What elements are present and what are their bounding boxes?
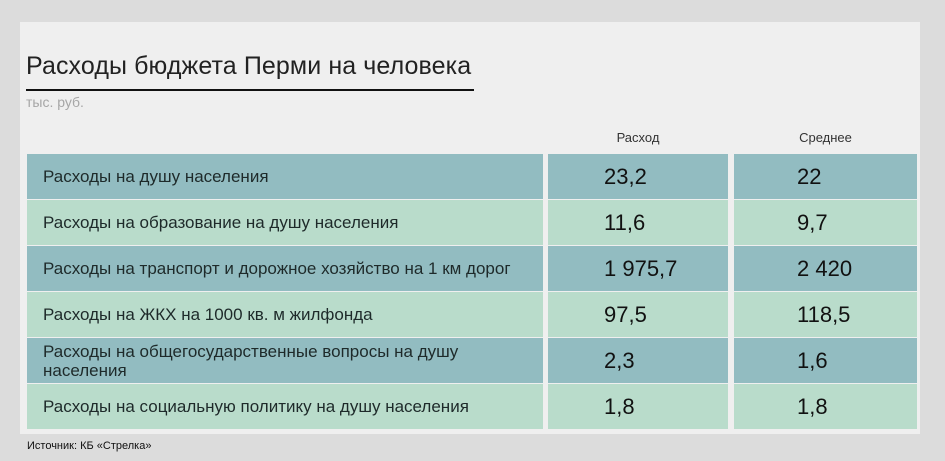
average-value: 1,6 (734, 338, 917, 383)
spend-value: 23,2 (548, 154, 728, 199)
average-value: 9,7 (734, 200, 917, 245)
spend-value: 11,6 (548, 200, 728, 245)
row-label: Расходы на душу населения (27, 154, 543, 199)
spend-value: 1 975,7 (548, 246, 728, 291)
average-value: 2 420 (734, 246, 917, 291)
row-label: Расходы на социальную политику на душу н… (27, 384, 543, 429)
table-row: Расходы на образование на душу населения… (27, 200, 917, 245)
source-note: Источник: КБ «Стрелка» (27, 440, 152, 452)
chart-card: Расходы бюджета Перми на человека тыс. р… (20, 22, 920, 434)
column-header-average: Среднее (799, 130, 852, 145)
row-label: Расходы на транспорт и дорожное хозяйств… (27, 246, 543, 291)
table-row: Расходы на душу населения 23,2 22 (27, 154, 917, 199)
spend-value: 2,3 (548, 338, 728, 383)
row-label: Расходы на образование на душу населения (27, 200, 543, 245)
chart-title: Расходы бюджета Перми на человека (26, 52, 472, 80)
table-row: Расходы на транспорт и дорожное хозяйств… (27, 246, 917, 291)
row-label: Расходы на ЖКХ на 1000 кв. м жилфонда (27, 292, 543, 337)
title-underline (26, 89, 474, 91)
chart-subtitle: тыс. руб. (26, 94, 84, 110)
average-value: 118,5 (734, 292, 917, 337)
spend-value: 1,8 (548, 384, 728, 429)
column-header-spend: Расход (616, 130, 660, 145)
table-row: Расходы на общегосударственные вопросы н… (27, 338, 917, 383)
spend-value: 97,5 (548, 292, 728, 337)
average-value: 22 (734, 154, 917, 199)
average-value: 1,8 (734, 384, 917, 429)
table-row: Расходы на социальную политику на душу н… (27, 384, 917, 429)
row-label: Расходы на общегосударственные вопросы н… (27, 338, 543, 383)
table-row: Расходы на ЖКХ на 1000 кв. м жилфонда 97… (27, 292, 917, 337)
